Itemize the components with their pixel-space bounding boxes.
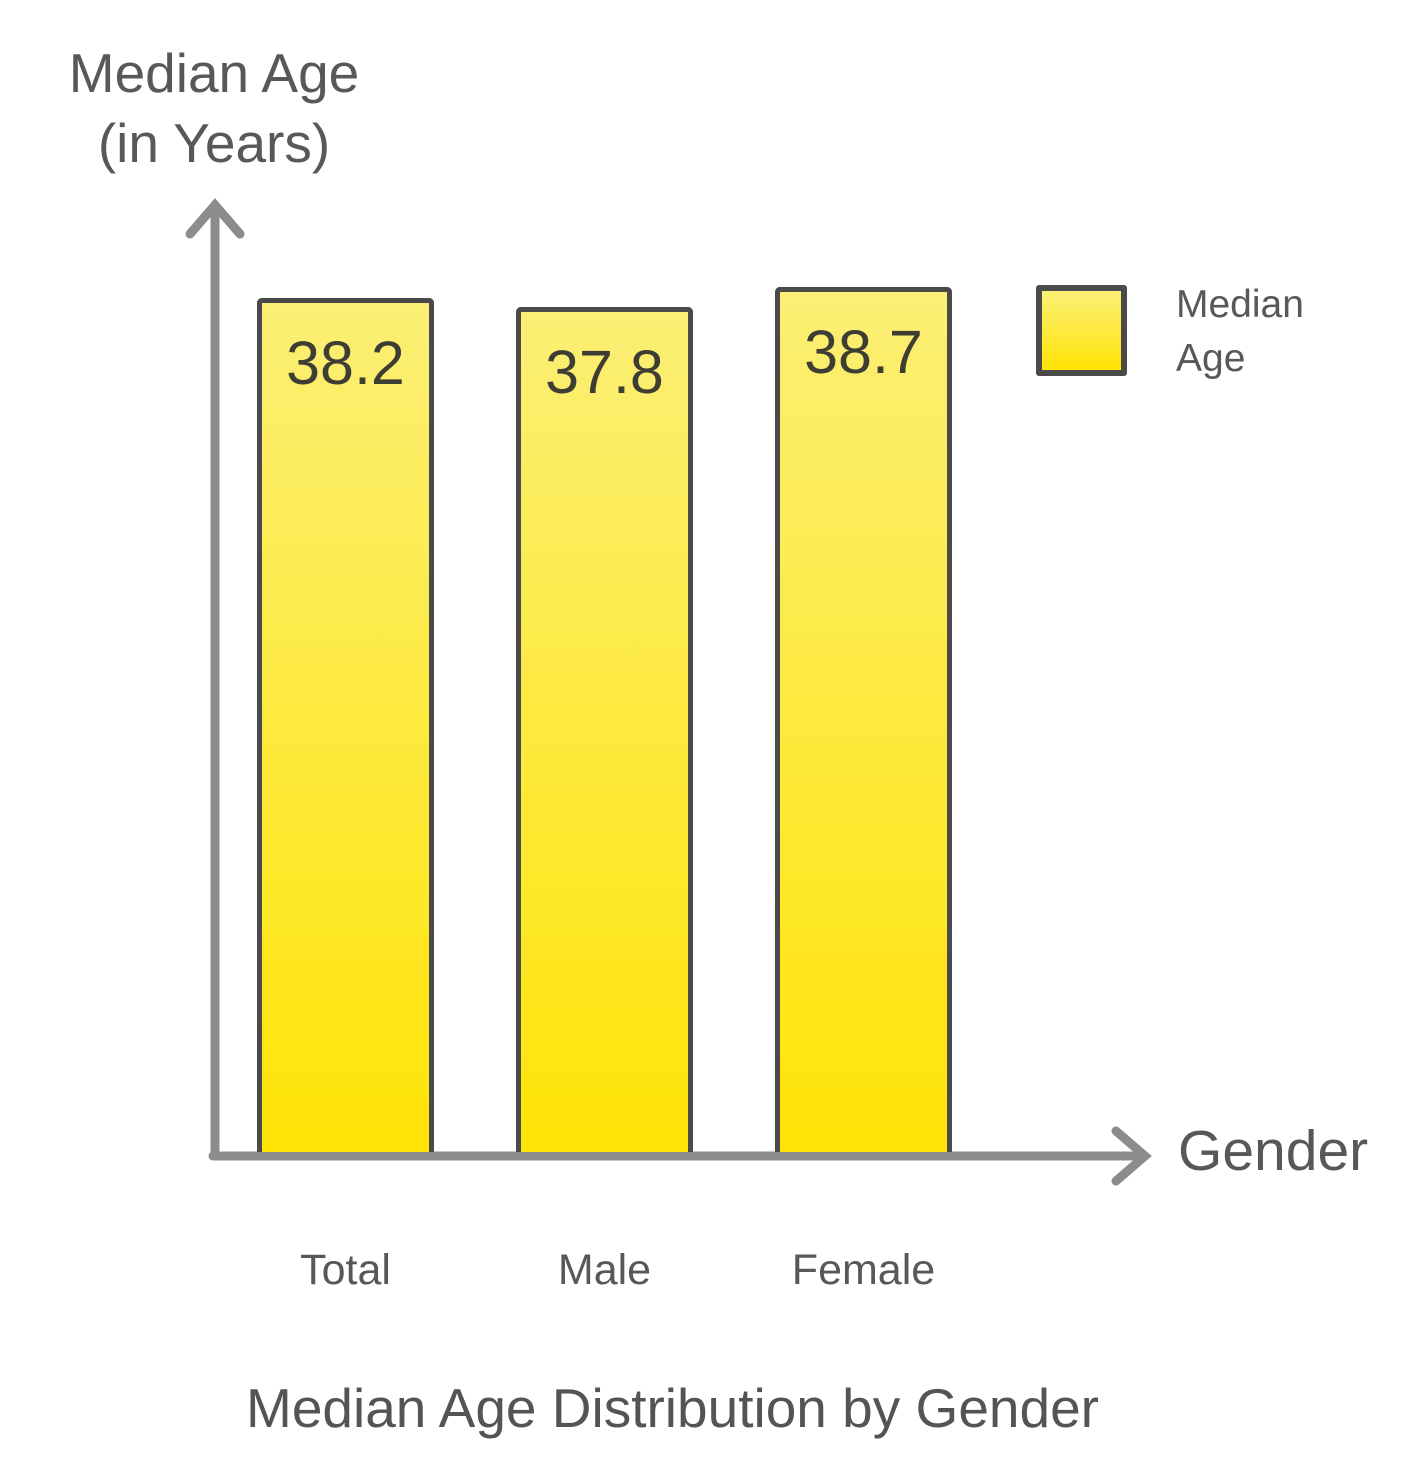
legend-label: Median Age bbox=[1176, 283, 1304, 380]
y-axis-arrow-icon bbox=[185, 198, 245, 239]
bar-value-label-total: 38.2 bbox=[286, 329, 405, 398]
x-tick-label-total: Total bbox=[300, 1246, 391, 1294]
y-axis-title: Median Age (in Years) bbox=[68, 42, 360, 174]
x-axis-arrow-icon bbox=[1111, 1126, 1152, 1186]
legend-swatch-median-age bbox=[1036, 285, 1127, 376]
x-axis-title: Gender bbox=[1178, 1119, 1369, 1183]
bar-male: 37.8 bbox=[516, 307, 693, 1152]
bar-female: 38.7 bbox=[775, 286, 952, 1152]
x-tick-label-male: Male bbox=[557, 1246, 652, 1294]
bar-value-label-female: 38.7 bbox=[804, 317, 923, 386]
x-tick-label-female: Female bbox=[791, 1246, 936, 1294]
bar-total: 38.2 bbox=[257, 298, 434, 1152]
bar-value-label-male: 37.8 bbox=[545, 338, 664, 407]
chart-title: Median Age Distribution by Gender bbox=[246, 1377, 1099, 1439]
